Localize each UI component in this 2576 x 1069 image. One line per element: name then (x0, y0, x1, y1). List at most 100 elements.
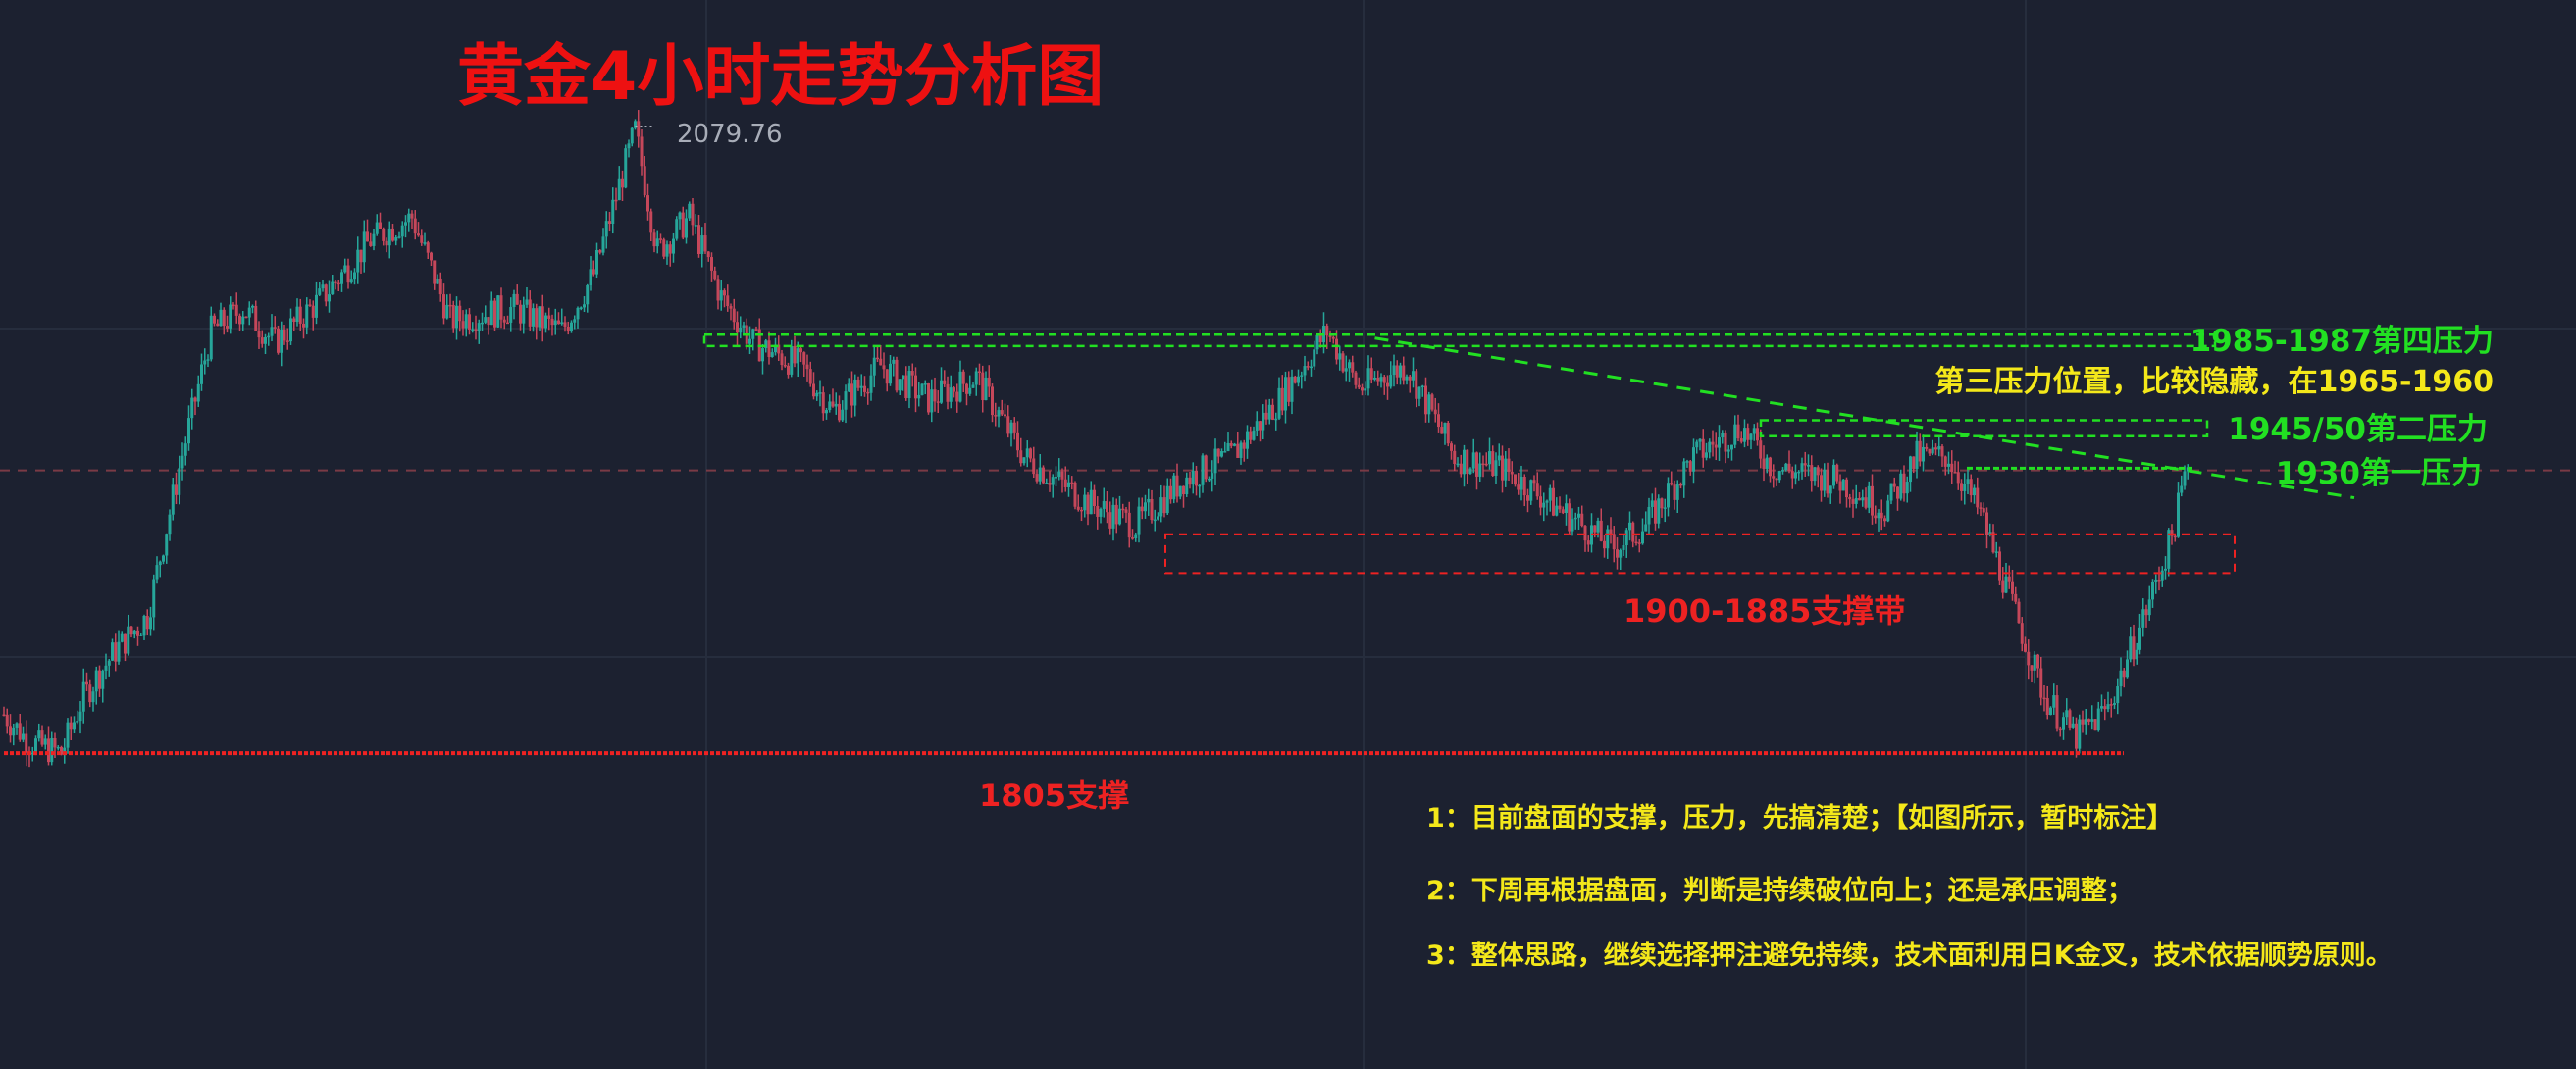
candle (2049, 707, 2052, 716)
candle (1969, 479, 1973, 496)
candle (907, 371, 911, 399)
candle (1777, 471, 1781, 481)
candle (981, 372, 985, 401)
candle (2055, 695, 2059, 729)
candle (1382, 377, 1386, 383)
candle (1663, 507, 1667, 509)
candle (1902, 473, 1906, 494)
candle (761, 348, 764, 362)
candle (583, 304, 586, 308)
candle (777, 344, 781, 354)
candle (1325, 326, 1329, 336)
candle (1854, 498, 1858, 504)
candle (2164, 568, 2167, 571)
candle (285, 340, 289, 342)
candle (2052, 695, 2056, 708)
candle (1405, 376, 1409, 381)
candle (1896, 486, 1899, 499)
candle (1032, 458, 1036, 475)
candle (445, 304, 449, 319)
candle (700, 235, 704, 254)
candle (1137, 506, 1141, 534)
candle (958, 371, 962, 402)
candle (260, 337, 264, 344)
candle (1402, 365, 1406, 381)
candle (2024, 643, 2027, 652)
candle (2065, 710, 2069, 718)
candle (1580, 513, 1584, 527)
candle (331, 281, 335, 295)
candle (222, 309, 226, 327)
candle (298, 306, 302, 324)
candle (430, 252, 433, 261)
candle (1153, 519, 1157, 522)
candle (1535, 483, 1539, 497)
candle (978, 371, 981, 373)
candle (1057, 471, 1061, 478)
candle (1494, 460, 1498, 477)
candle (2183, 471, 2187, 486)
candle (53, 738, 57, 748)
candle (1905, 482, 1909, 494)
candle (1619, 549, 1623, 558)
candle (1937, 446, 1941, 450)
candle (1249, 431, 1253, 440)
candle (387, 228, 391, 246)
candle (1915, 440, 1919, 469)
candle (1708, 441, 1712, 453)
candle (2154, 579, 2158, 582)
candle (2135, 649, 2138, 660)
candle (601, 236, 605, 253)
candle (1736, 424, 1740, 439)
candle (1038, 467, 1042, 482)
candle (506, 322, 509, 325)
candle (538, 306, 541, 328)
candle (1838, 481, 1842, 491)
candle (1583, 526, 1587, 541)
candle (168, 514, 172, 534)
candle (2147, 599, 2151, 616)
candle (477, 323, 481, 331)
candle (1832, 464, 1835, 486)
candle (566, 326, 570, 331)
candle (142, 615, 146, 636)
candle (955, 391, 959, 402)
candle (219, 309, 223, 327)
candle (694, 225, 697, 227)
candle (76, 721, 79, 723)
candle (1973, 487, 1976, 496)
candle (1960, 483, 1963, 491)
candle (2068, 710, 2072, 728)
candle (665, 244, 669, 257)
candle (1982, 508, 1985, 513)
candle (611, 199, 615, 225)
candle (1985, 512, 1988, 535)
candle (659, 238, 662, 240)
candle (1252, 430, 1256, 440)
candle (2033, 654, 2036, 671)
candle (1051, 477, 1055, 485)
candle (2039, 668, 2043, 698)
candle (532, 308, 535, 327)
candle (9, 726, 12, 736)
candle (78, 711, 82, 722)
candle (280, 329, 283, 353)
candle (586, 284, 590, 305)
candle (1542, 502, 1546, 508)
candle (1934, 447, 1937, 450)
candle (866, 391, 870, 394)
candle (991, 386, 994, 416)
candle (2144, 609, 2148, 616)
candle (1048, 483, 1052, 485)
candle (2100, 706, 2103, 709)
candle (678, 212, 682, 220)
candle (1070, 482, 1074, 484)
candle (1121, 508, 1125, 511)
candle (359, 249, 363, 263)
candle (1484, 463, 1488, 466)
candle (305, 304, 309, 328)
candle (426, 242, 430, 253)
candle (627, 143, 631, 149)
candle (1076, 506, 1080, 510)
candle (997, 410, 1001, 417)
